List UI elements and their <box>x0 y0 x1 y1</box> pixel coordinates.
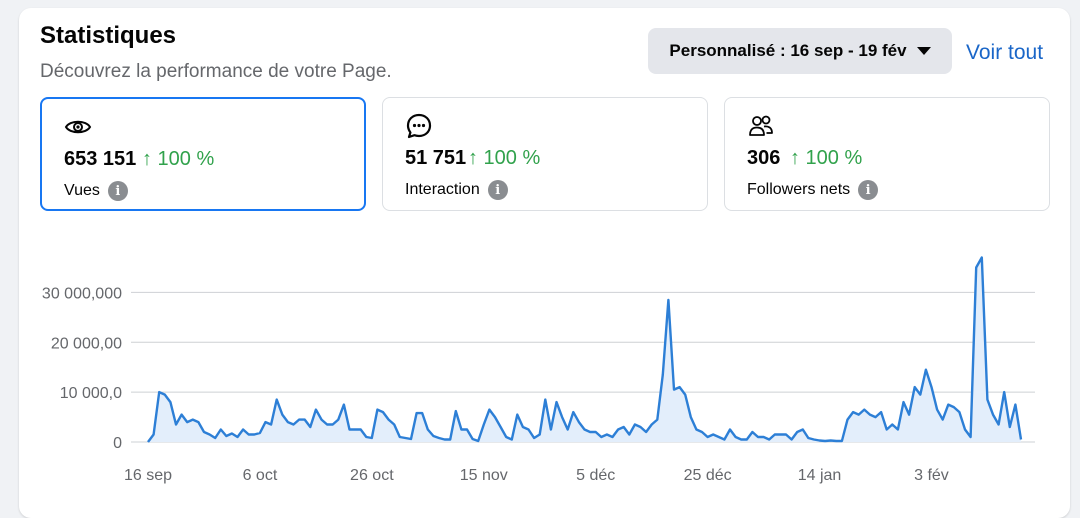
metric-change: ↑ 100 % <box>468 147 541 169</box>
series-line <box>147 256 1023 443</box>
metric-label: Followers nets <box>747 181 851 198</box>
metric-value: 653 151 <box>64 148 137 170</box>
see-all-link[interactable]: Voir tout <box>966 41 1044 64</box>
metric-change: ↑ 100 % <box>142 148 215 170</box>
metric-value: 51 751 <box>405 147 467 169</box>
info-icon[interactable]: i <box>487 180 508 200</box>
metric-card-views[interactable]: 653 151 ↑ 100 % Vues i <box>40 97 366 211</box>
x-tick-label: 15 nov <box>460 467 508 484</box>
metric-label-row: Vues i <box>64 181 128 201</box>
y-tick-label: 30 000,000 <box>42 285 122 302</box>
metric-card-interaction[interactable]: 51 751 ↑ 100 % Interaction i <box>382 97 708 211</box>
people-icon <box>749 115 773 136</box>
metric-card-followers[interactable]: 306 ↑ 100 % Followers nets i <box>724 97 1050 211</box>
y-tick-label: 20 000,00 <box>51 335 122 352</box>
date-range-label: Personnalisé : 16 sep - 19 fév <box>669 41 907 60</box>
x-tick-label: 25 déc <box>684 467 732 484</box>
y-tick-label: 10 000,0 <box>60 385 122 402</box>
x-tick-label: 5 déc <box>576 467 615 484</box>
metric-label-row: Followers nets i <box>747 180 879 200</box>
y-tick-label: 0 <box>113 435 122 452</box>
date-range-dropdown[interactable]: Personnalisé : 16 sep - 19 fév <box>648 28 952 74</box>
chat-bubble-icon <box>406 113 432 139</box>
info-icon[interactable]: i <box>858 180 879 200</box>
info-icon[interactable]: i <box>107 181 128 201</box>
x-tick-label: 26 oct <box>350 467 394 484</box>
metric-label-row: Interaction i <box>405 180 508 200</box>
x-tick-label: 16 sep <box>124 467 172 484</box>
views-line-chart: 0 10 000,0 20 000,00 30 000,000 16 sep 6 oct 2… <box>42 256 1035 484</box>
metric-value: 306 <box>747 147 781 169</box>
series-area <box>148 257 1021 442</box>
metric-label: Vues <box>64 182 100 199</box>
card-subtitle: Découvrez la performance de votre Page. <box>40 61 392 82</box>
x-tick-label: 3 fév <box>914 467 949 484</box>
x-tick-label: 6 oct <box>243 467 278 484</box>
metric-label: Interaction <box>405 181 480 198</box>
card-title: Statistiques <box>40 22 177 49</box>
x-tick-label: 14 jan <box>798 467 842 484</box>
eye-icon <box>64 120 92 134</box>
metric-change: ↑ 100 % <box>790 147 863 169</box>
caret-down-icon <box>916 47 931 55</box>
